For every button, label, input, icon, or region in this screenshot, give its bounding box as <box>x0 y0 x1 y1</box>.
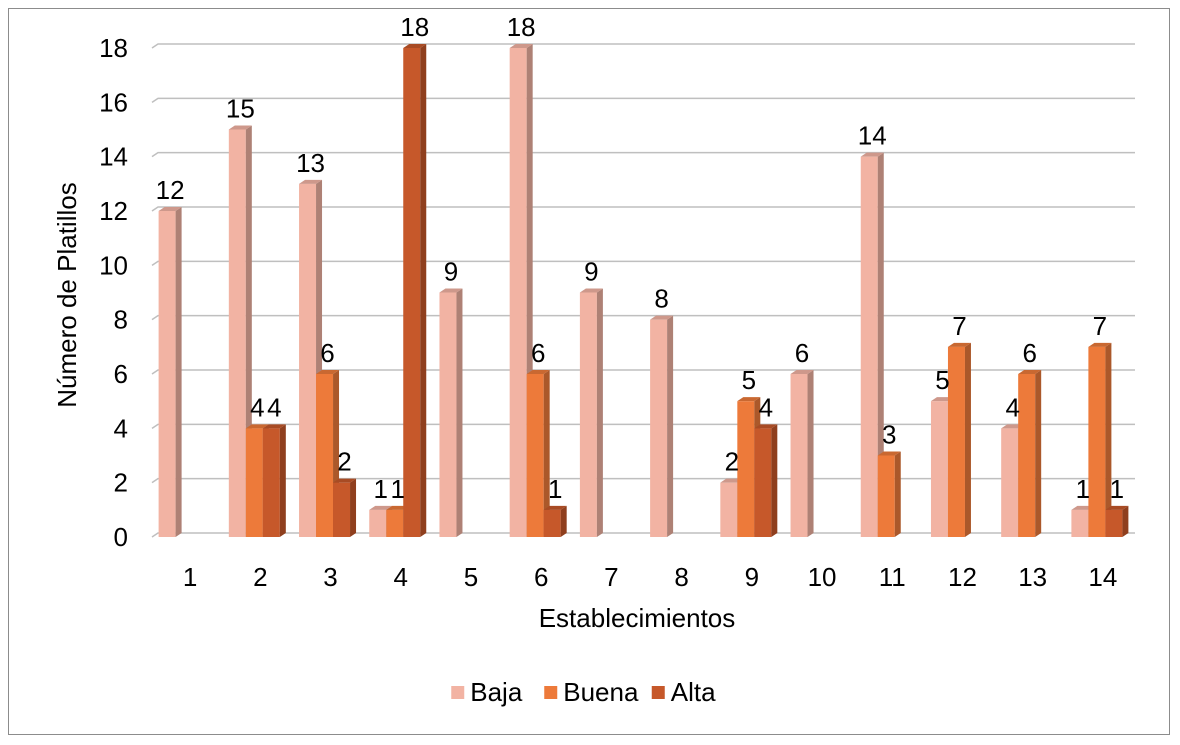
y-tick-label: 14 <box>99 142 128 172</box>
data-label: 6 <box>320 338 334 368</box>
legend-label: Buena <box>563 677 639 707</box>
data-label: 1 <box>1110 474 1124 504</box>
x-tick-label: 11 <box>879 562 906 592</box>
x-tick-label: 8 <box>674 562 688 592</box>
data-label: 6 <box>531 338 545 368</box>
legend-swatch <box>451 686 465 699</box>
bars <box>158 44 1129 538</box>
x-tick-label: 13 <box>1018 562 1047 592</box>
x-axis-title: Establecimientos <box>539 603 736 633</box>
bar <box>877 451 901 537</box>
gridline <box>151 43 1135 49</box>
data-label: 7 <box>952 311 966 341</box>
x-tick-label: 14 <box>1088 562 1117 592</box>
data-label: 9 <box>444 257 458 287</box>
data-label: 6 <box>795 338 809 368</box>
bar <box>543 505 567 537</box>
y-tick-label: 10 <box>99 250 128 280</box>
legend: Baja Buena Alta <box>451 677 716 707</box>
x-tick-label: 6 <box>534 562 548 592</box>
data-label: 14 <box>858 121 887 151</box>
gridline <box>151 314 1135 321</box>
y-tick-label: 4 <box>114 413 128 443</box>
x-tick-label: 3 <box>323 562 337 592</box>
bar <box>403 44 427 537</box>
data-label: 1 <box>374 474 388 504</box>
y-tick-label: 6 <box>114 359 128 389</box>
data-label: 2 <box>337 447 351 477</box>
x-tick-label: 4 <box>394 562 408 592</box>
data-label: 1 <box>548 474 562 504</box>
bar <box>650 315 674 537</box>
legend-swatch <box>544 686 558 699</box>
bar <box>1105 505 1129 537</box>
data-label: 7 <box>1093 311 1107 341</box>
bar <box>860 152 884 537</box>
x-tick-label: 1 <box>183 562 197 592</box>
data-label: 15 <box>226 94 255 124</box>
legend-swatch <box>651 686 665 699</box>
x-tick-label: 7 <box>604 562 618 592</box>
data-label: 4 <box>1005 392 1019 422</box>
gridline <box>151 151 1135 158</box>
legend-label: Baja <box>470 677 523 707</box>
y-tick-labels: 0 2 4 6 8 10 12 14 16 18 <box>99 33 128 552</box>
legend-item: Buena <box>544 677 639 707</box>
bar <box>1018 370 1042 537</box>
x-tick-label: 12 <box>948 562 977 592</box>
data-label: 2 <box>725 447 739 477</box>
data-label: 9 <box>584 257 598 287</box>
data-label: 1 <box>391 474 405 504</box>
data-label: 3 <box>882 420 896 450</box>
bar <box>947 342 971 537</box>
data-label: 5 <box>742 365 756 395</box>
data-label: 12 <box>156 175 185 205</box>
y-tick-label: 8 <box>114 305 128 335</box>
bar <box>439 288 463 537</box>
y-tick-label: 18 <box>99 33 128 63</box>
bar <box>579 288 603 537</box>
gridline <box>151 97 1135 103</box>
y-tick-label: 2 <box>114 468 128 498</box>
y-tick-label: 0 <box>114 522 128 552</box>
bar <box>158 207 182 537</box>
y-tick-label: 12 <box>99 196 128 226</box>
data-label: 5 <box>935 365 949 395</box>
gridline <box>151 206 1135 212</box>
data-label: 4 <box>267 392 281 422</box>
legend-item: Baja <box>451 677 523 707</box>
bar <box>790 370 814 537</box>
x-tick-labels: 1 2 3 4 5 6 7 8 9 10 11 12 13 14 <box>183 562 1117 592</box>
x-tick-label: 9 <box>745 562 759 592</box>
legend-label: Alta <box>671 677 716 707</box>
y-tick-label: 16 <box>99 87 128 117</box>
data-label: 6 <box>1022 338 1036 368</box>
bar <box>262 424 286 537</box>
data-label: 8 <box>654 284 668 314</box>
data-label: 18 <box>507 12 536 42</box>
data-label: 4 <box>250 392 264 422</box>
data-label: 18 <box>400 12 429 42</box>
bar <box>754 424 778 537</box>
x-tick-label: 10 <box>808 562 837 592</box>
bar <box>333 478 357 537</box>
y-axis-title: Número de Platillos <box>52 182 82 407</box>
legend-item: Alta <box>651 677 716 707</box>
bar <box>526 370 550 537</box>
data-label: 4 <box>759 392 773 422</box>
data-label: 1 <box>1076 474 1090 504</box>
x-tick-label: 2 <box>253 562 267 592</box>
bar <box>1088 342 1112 537</box>
gridline <box>151 260 1135 266</box>
data-label: 13 <box>296 148 325 178</box>
x-tick-label: 5 <box>464 562 478 592</box>
